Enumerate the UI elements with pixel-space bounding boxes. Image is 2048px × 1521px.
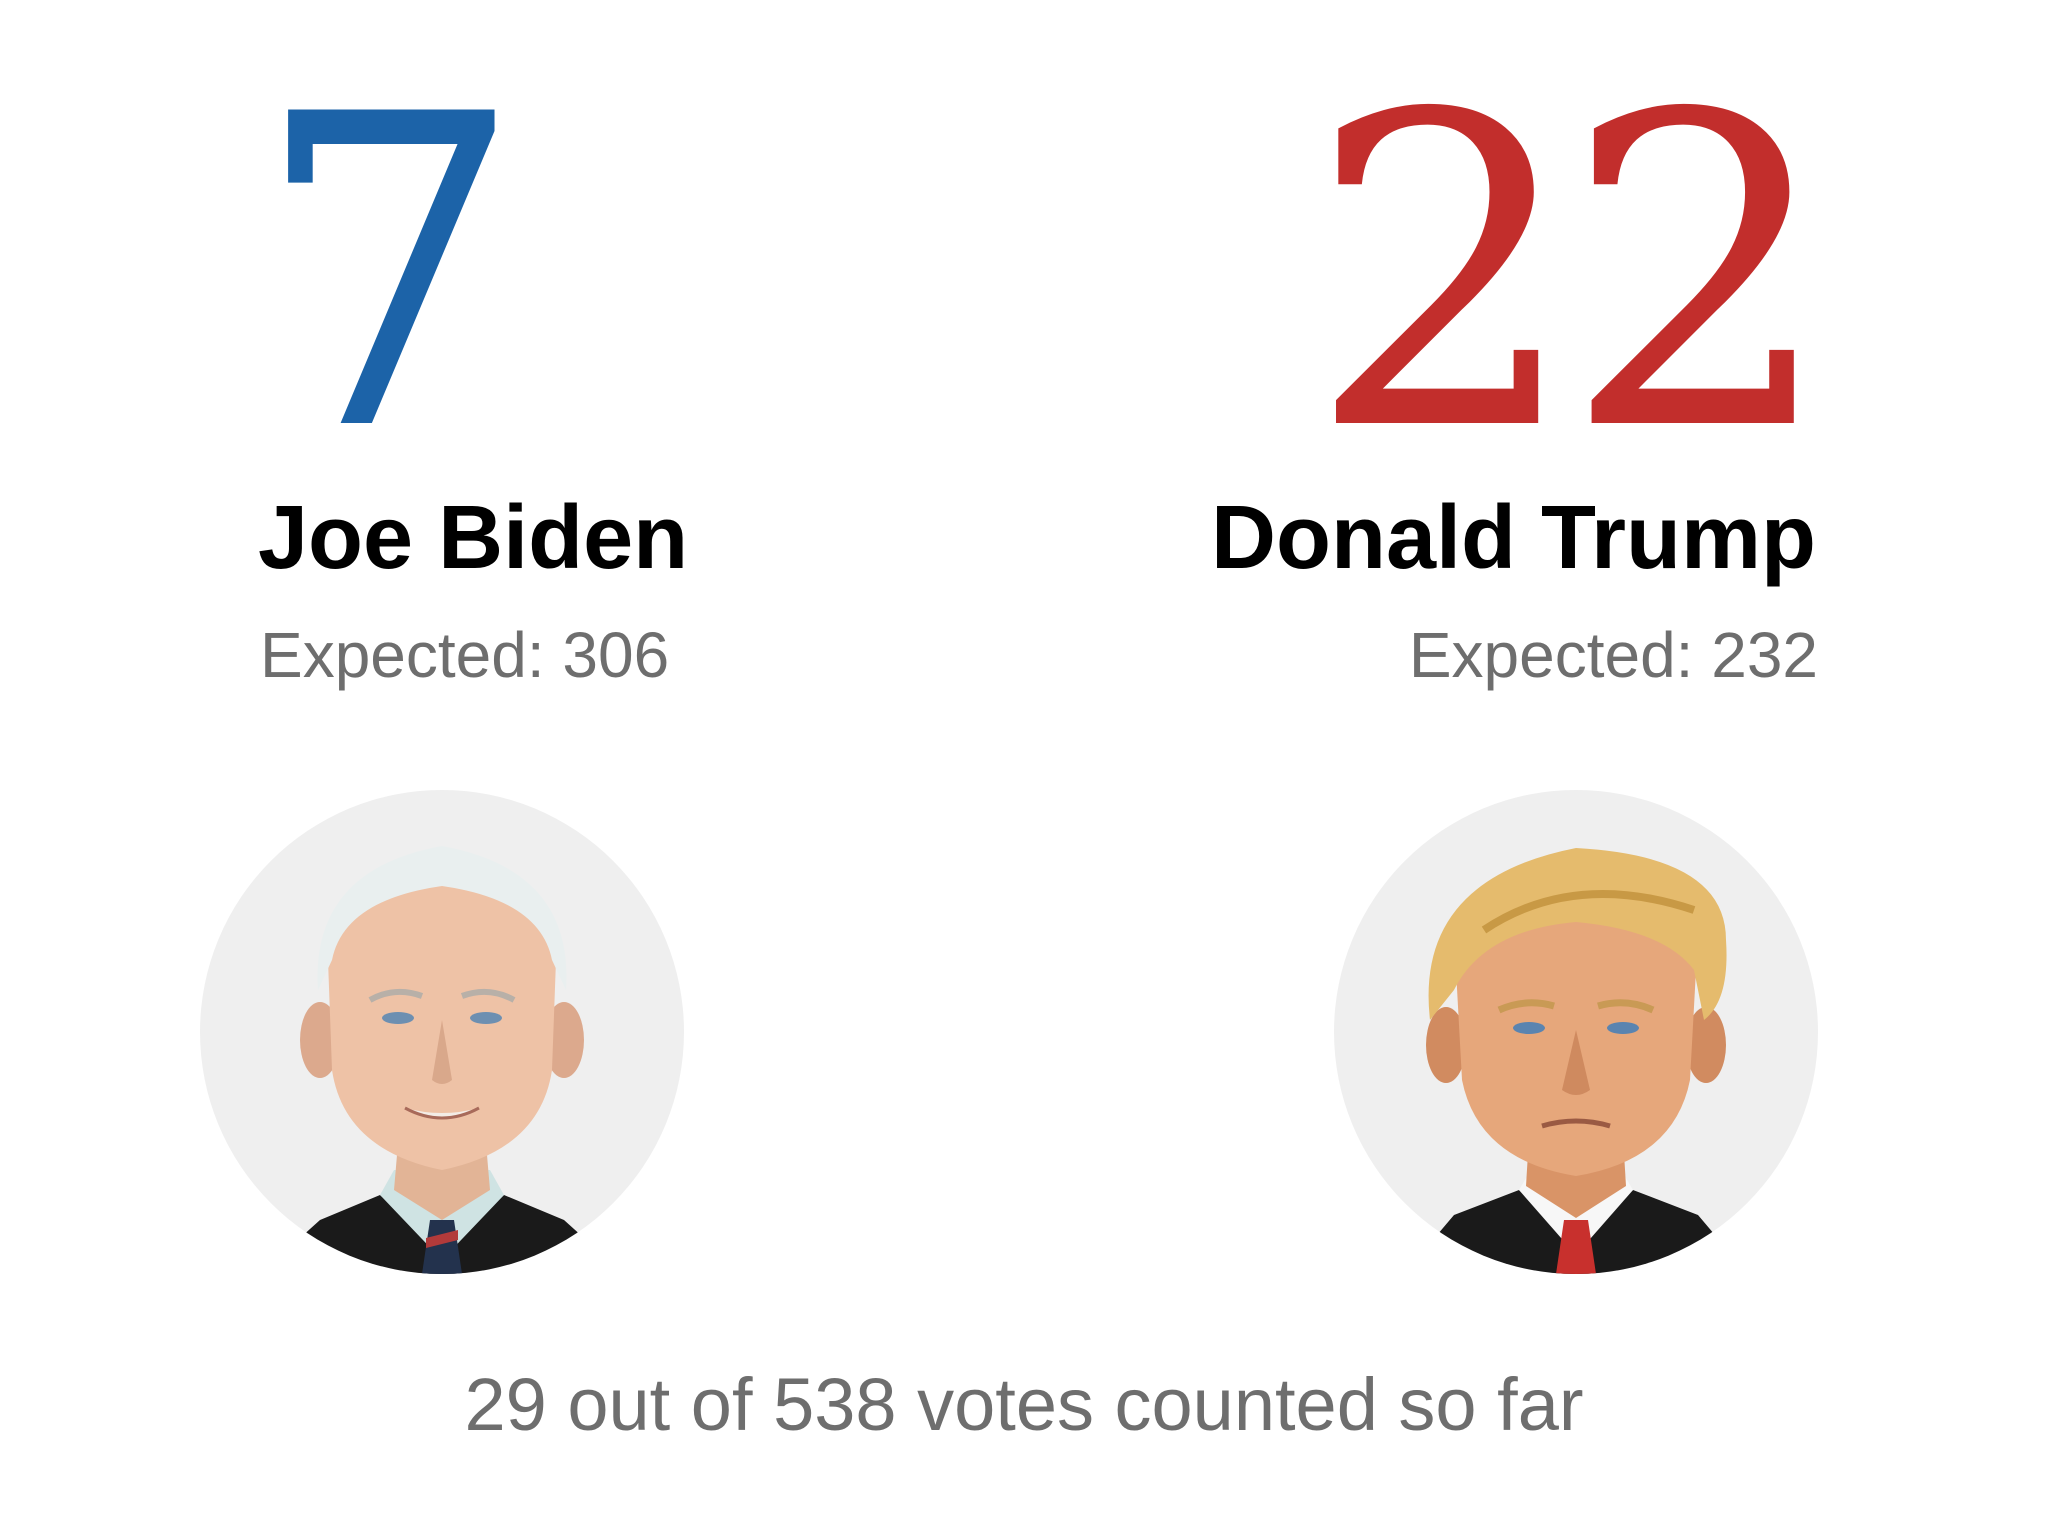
candidate-name: Donald Trump <box>1211 488 1816 588</box>
votes-counted-summary: 29 out of 538 votes counted so far <box>464 1363 1584 1446</box>
candidate-biden: 7 Joe Biden Expected: 306 <box>0 0 700 1300</box>
expected-votes: Expected: 306 <box>260 619 670 691</box>
candidate-name: Joe Biden <box>258 488 689 588</box>
electoral-vote-count: 7 <box>252 25 526 525</box>
trump-portrait-icon <box>1334 790 1818 1274</box>
expected-votes: Expected: 232 <box>1408 619 1818 691</box>
electoral-vote-count: 22 <box>1306 25 1836 525</box>
candidate-trump: 22 Donald Trump Expected: 232 <box>1211 0 2048 1300</box>
biden-portrait-icon <box>200 790 684 1274</box>
